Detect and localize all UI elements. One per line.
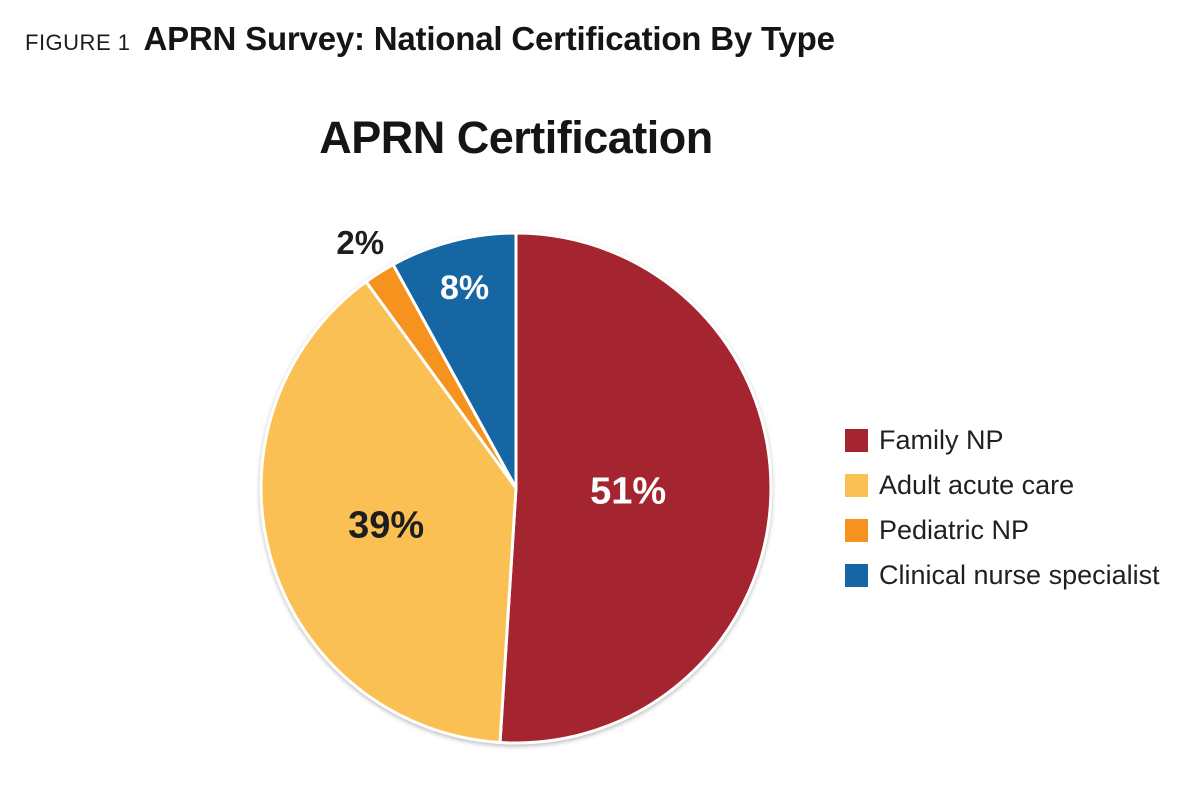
pie-slice-family-np [498,231,773,745]
pie-percent-label-clinical-nurse-specialist: 8% [440,269,489,307]
pie-percent-label-pediatric-np: 2% [336,224,384,261]
figure-header: FIGURE 1 APRN Survey: National Certifica… [25,20,835,58]
pie-labels-group: 51% 39% 2% 8% [336,224,666,547]
legend-item-pediatric-np: Pediatric NP [845,515,1160,545]
figure-label: FIGURE 1 [25,30,131,55]
legend: Family NP Adult acute care Pediatric NP … [845,425,1160,609]
legend-swatch-icon [845,429,868,452]
legend-swatch-icon [845,519,868,542]
legend-item-adult-acute-care: Adult acute care [845,470,1160,500]
legend-label: Family NP [879,425,1004,455]
pie-slice-clinical-nurse-specialist [391,231,518,490]
pie-percent-label-family-np: 51% [590,471,666,513]
legend-swatch-icon [845,474,868,497]
legend-swatch-icon [845,564,868,587]
legend-label: Pediatric NP [879,515,1030,545]
legend-item-family-np: Family NP [845,425,1160,455]
legend-label: Clinical nurse specialist [879,560,1160,590]
figure-title: APRN Survey: National Certification By T… [143,20,835,57]
pie-percent-label-adult-acute-care: 39% [348,505,424,547]
pie-slice-adult-acute-care [259,280,518,744]
pie-slices-group [259,231,773,745]
legend-label: Adult acute care [879,470,1075,500]
legend-item-clinical-nurse-specialist: Clinical nurse specialist [845,560,1160,590]
chart-title: APRN Certification [319,112,713,163]
